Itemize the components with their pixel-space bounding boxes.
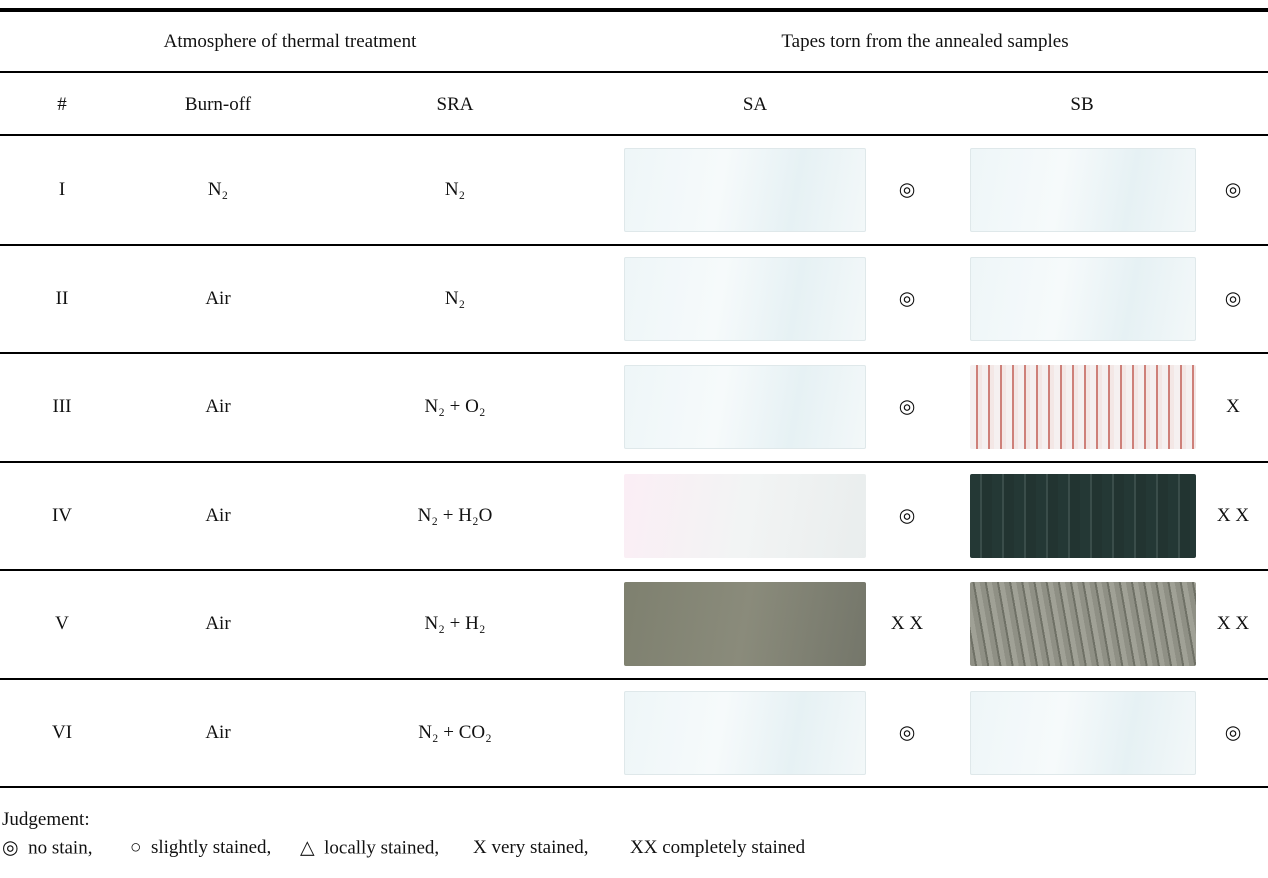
burn-off: Air xyxy=(205,288,230,310)
judgement-mark: ◎ xyxy=(899,396,916,419)
tape-image xyxy=(624,582,866,666)
burn-off: Air xyxy=(205,505,230,527)
row-id: IV xyxy=(52,505,72,527)
burn-off: Air xyxy=(205,396,230,418)
judgement-mark: X X xyxy=(1217,505,1249,527)
sra: N₂ + H₂ xyxy=(425,613,486,635)
judgement-mark: X X xyxy=(1217,613,1249,635)
tape-image xyxy=(624,365,866,449)
judgement-mark: ◎ xyxy=(1225,179,1242,202)
column-header: # xyxy=(57,94,67,116)
group-label: Atmosphere of thermal treatment xyxy=(164,31,417,53)
judgement-mark: ◎ xyxy=(899,504,916,527)
legend-item: X very stained, xyxy=(473,837,589,859)
row-id: V xyxy=(55,613,69,635)
row-rule xyxy=(0,352,1268,354)
burn-off: N₂ xyxy=(208,179,228,201)
row-rule xyxy=(0,569,1268,571)
page: Atmosphere of thermal treatment Tapes to… xyxy=(0,0,1268,878)
sra: N₂ + CO₂ xyxy=(418,722,492,744)
tape-image xyxy=(624,148,866,232)
column-header: SA xyxy=(743,94,767,116)
sra: N₂ + O₂ xyxy=(425,396,486,418)
row-id: III xyxy=(53,396,72,418)
legend-item: XX completely stained xyxy=(630,837,805,859)
tape-image xyxy=(624,691,866,775)
tape-image xyxy=(624,474,866,558)
sra: N₂ + H₂O xyxy=(418,505,493,527)
row-rule xyxy=(0,461,1268,463)
judgement-mark: ◎ xyxy=(899,287,916,310)
legend-title: Judgement: xyxy=(2,809,90,831)
judgement-mark: ◎ xyxy=(1225,287,1242,310)
legend-item: ○ slightly stained, xyxy=(130,837,271,859)
tape-image xyxy=(970,474,1196,558)
row-id: I xyxy=(59,179,65,201)
burn-off: Air xyxy=(205,722,230,744)
row-rule xyxy=(0,244,1268,246)
sra: N₂ xyxy=(445,288,465,310)
burn-off: Air xyxy=(205,613,230,635)
tape-image xyxy=(970,257,1196,341)
row-id: II xyxy=(56,288,69,310)
judgement-mark: X xyxy=(1226,396,1240,418)
column-header: Burn-off xyxy=(185,94,251,116)
top-rule xyxy=(0,8,1268,12)
row-rule xyxy=(0,786,1268,788)
row-id: VI xyxy=(52,722,72,744)
judgement-mark: ◎ xyxy=(899,721,916,744)
sra: N₂ xyxy=(445,179,465,201)
tape-image xyxy=(970,582,1196,666)
tape-image xyxy=(624,257,866,341)
tape-image xyxy=(970,691,1196,775)
judgement-mark: X X xyxy=(891,613,923,635)
column-header: SB xyxy=(1070,94,1093,116)
tape-image xyxy=(970,148,1196,232)
tape-image xyxy=(970,365,1196,449)
legend-item: △ locally stained, xyxy=(300,837,439,860)
column-header: SRA xyxy=(437,94,474,116)
legend-item: ◎ no stain, xyxy=(2,837,92,860)
row-rule xyxy=(0,678,1268,680)
judgement-mark: ◎ xyxy=(1225,721,1242,744)
judgement-mark: ◎ xyxy=(899,179,916,202)
header-rule xyxy=(0,134,1268,136)
header-rule xyxy=(0,71,1268,73)
group-label: Tapes torn from the annealed samples xyxy=(781,31,1068,53)
